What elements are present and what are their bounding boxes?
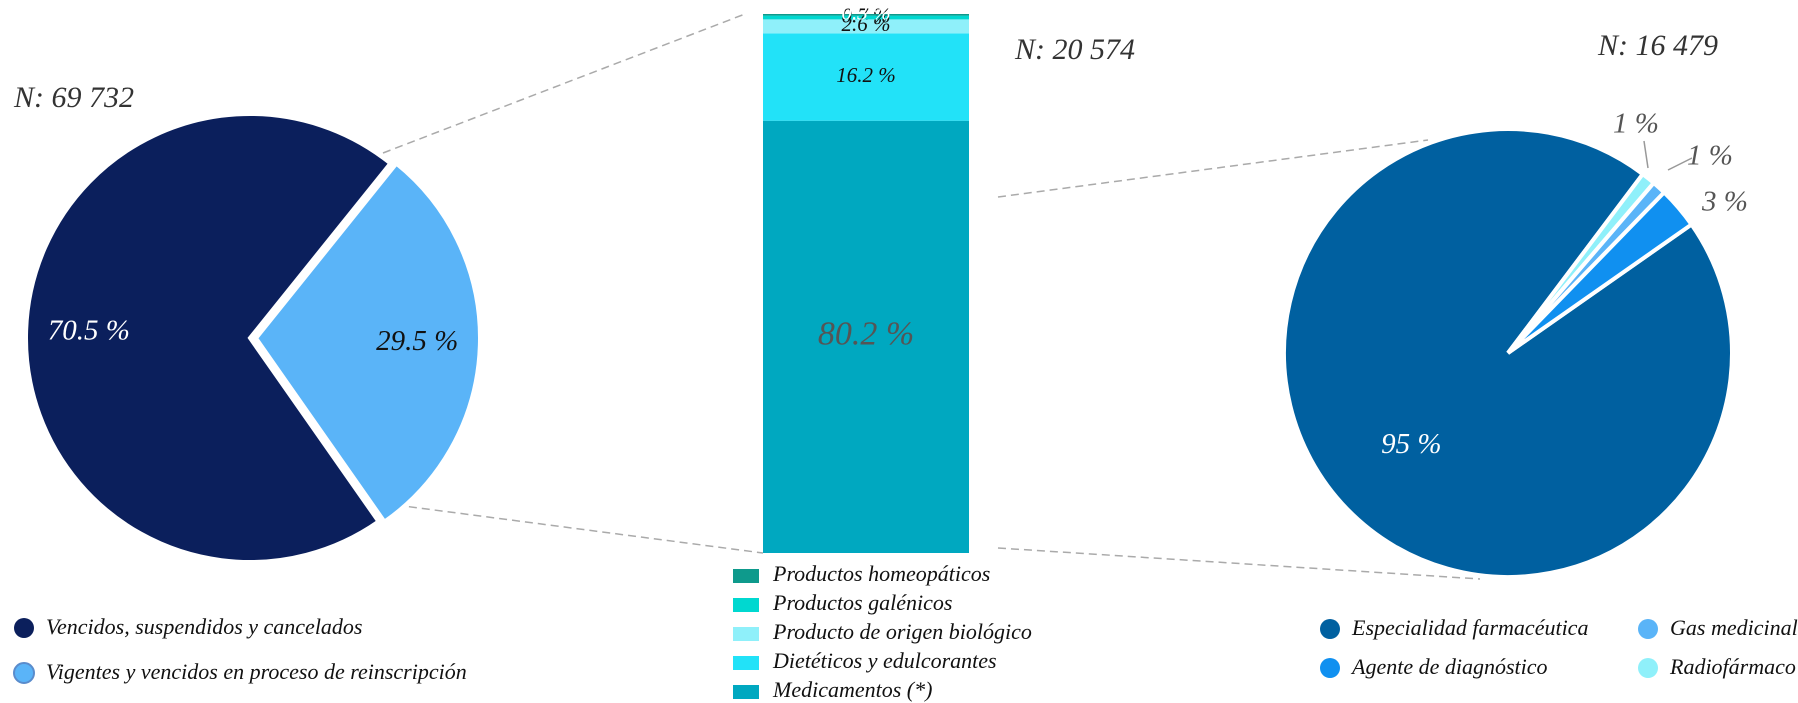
connector [997,547,1481,580]
leader-line [1643,140,1649,169]
legend-marker [733,685,759,699]
legend-label: Productos homeopáticos [772,561,990,586]
legend-label: Producto de origen biológico [772,619,1032,644]
bar-segment [763,19,969,34]
pie-slice [1506,189,1695,355]
data-label: 1 % [1613,108,1659,140]
legend-marker [1638,619,1658,639]
legend-marker [1320,619,1340,639]
legend-marker [733,569,759,583]
legend-marker [733,627,759,641]
data-label: 16.2 % [836,63,896,87]
data-label: 70.5 % [48,314,130,346]
bar-segment [763,14,969,16]
legend-marker [14,618,34,638]
chart-title: N: 20 574 [1014,33,1135,66]
bar-segment [763,15,969,20]
bar-segment [763,120,969,554]
legend-label: Vencidos, suspendidos y cancelados [46,614,363,639]
legend-marker [733,598,759,612]
connector [382,13,746,154]
legend-label: Gas medicinal [1670,615,1798,640]
leader-line [1667,157,1693,171]
bar-segment [763,33,969,121]
pie-slice [253,160,482,525]
legend-marker [1638,658,1658,678]
data-label: 3 % [1701,186,1748,218]
legend-label: Dietéticos y edulcorantes [772,648,997,673]
legend-marker [733,656,759,670]
data-label: 1 % [1687,140,1733,172]
chart-title: N: 69 732 [13,81,134,114]
legend-label: Radiofármaco [1669,654,1796,679]
legend-label: Medicamentos (*) [772,677,932,702]
data-label: 0.3 % [842,1,891,25]
pie-slice [24,112,394,564]
legend-label: Agente de diagnóstico [1350,654,1548,679]
connector [395,504,764,554]
legend-marker [1320,658,1340,678]
legend-marker [13,662,35,684]
legend-label: Especialidad farmacéutica [1351,615,1588,640]
data-label: 95 % [1381,428,1441,460]
connector [997,139,1429,198]
chart-title: N: 16 479 [1597,29,1718,62]
data-label: 29.5 % [376,325,458,357]
legend-label: Productos galénicos [772,590,952,615]
legend-label: Vigentes y vencidos en proceso de reinsc… [46,659,467,684]
data-label: 80.2 % [818,316,914,353]
